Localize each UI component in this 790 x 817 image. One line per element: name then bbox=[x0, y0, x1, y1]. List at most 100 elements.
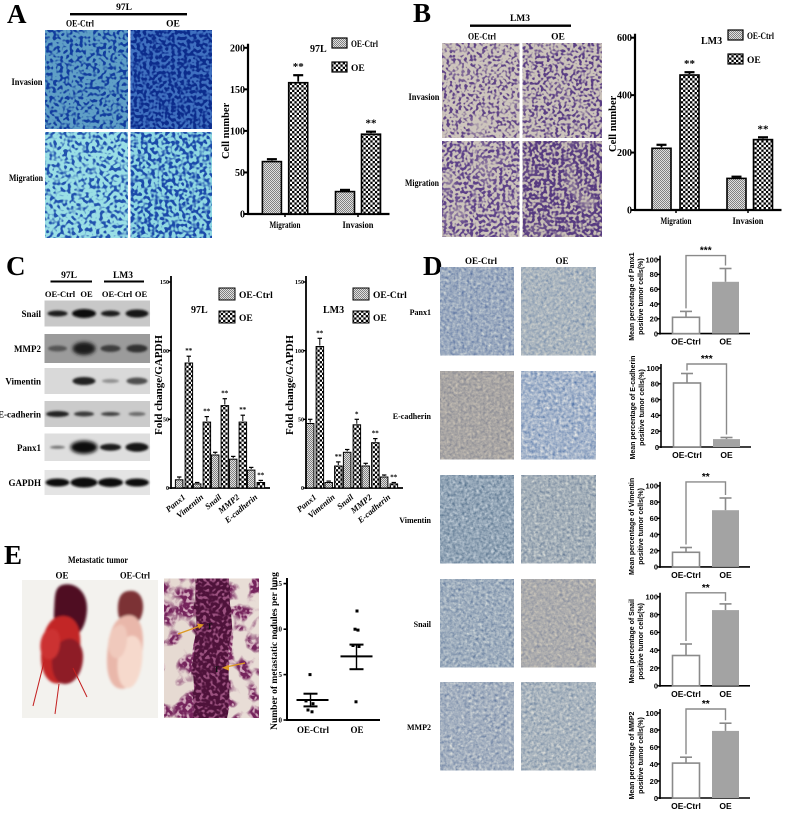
svg-text:50: 50 bbox=[298, 418, 304, 424]
svg-text:40: 40 bbox=[650, 646, 658, 655]
svg-text:Mean percentage of MMP2: Mean percentage of MMP2 bbox=[629, 711, 636, 799]
svg-text:60: 60 bbox=[650, 514, 658, 523]
svg-text:OE-Ctrl: OE-Ctrl bbox=[468, 33, 496, 43]
svg-text:**: ** bbox=[257, 471, 265, 479]
svg-text:40: 40 bbox=[650, 300, 658, 309]
svg-text:C: C bbox=[6, 251, 26, 281]
svg-text:**: ** bbox=[684, 58, 696, 70]
svg-text:**: ** bbox=[335, 453, 343, 461]
svg-text:OE-Ctrl: OE-Ctrl bbox=[102, 289, 133, 299]
svg-text:Mean percentage of Vimentin: Mean percentage of Vimentin bbox=[629, 478, 636, 575]
svg-text:60: 60 bbox=[650, 285, 658, 294]
svg-text:positive tumor cells(%): positive tumor cells(%) bbox=[639, 369, 646, 446]
svg-text:OE: OE bbox=[373, 314, 387, 324]
svg-text:OE: OE bbox=[239, 314, 253, 324]
svg-text:**: ** bbox=[293, 61, 305, 73]
svg-text:Vimentin: Vimentin bbox=[399, 516, 431, 525]
svg-text:150: 150 bbox=[295, 280, 304, 286]
svg-text:Fold change/GAPDH: Fold change/GAPDH bbox=[284, 335, 296, 435]
svg-text:80: 80 bbox=[650, 270, 658, 279]
svg-text:MMP2: MMP2 bbox=[407, 723, 431, 732]
svg-text:positive tumor cells(%): positive tumor cells(%) bbox=[638, 717, 645, 794]
svg-text:20: 20 bbox=[651, 427, 659, 436]
svg-text:OE: OE bbox=[351, 64, 365, 74]
svg-text:OE: OE bbox=[166, 20, 180, 30]
svg-text:E-cadherin: E-cadherin bbox=[0, 410, 41, 420]
svg-text:Invasion: Invasion bbox=[12, 78, 44, 88]
svg-text:Metastatic tumor: Metastatic tumor bbox=[68, 555, 128, 565]
svg-text:OE: OE bbox=[720, 450, 733, 460]
svg-text:100: 100 bbox=[295, 349, 304, 355]
svg-text:OE: OE bbox=[55, 571, 68, 581]
svg-text:OE-Ctrl: OE-Ctrl bbox=[671, 337, 701, 347]
svg-text:OE: OE bbox=[555, 256, 568, 266]
svg-text:0: 0 bbox=[166, 486, 169, 492]
svg-text:Fold change/GAPDH: Fold change/GAPDH bbox=[153, 335, 165, 435]
svg-text:OE-Ctrl: OE-Ctrl bbox=[747, 32, 774, 42]
svg-text:OE-Ctrl: OE-Ctrl bbox=[671, 801, 701, 811]
svg-text:0: 0 bbox=[654, 329, 658, 338]
svg-text:E: E bbox=[4, 540, 22, 570]
svg-text:MMP2: MMP2 bbox=[14, 344, 41, 354]
svg-text:100: 100 bbox=[645, 255, 658, 264]
svg-text:**: ** bbox=[316, 329, 324, 337]
svg-text:100: 100 bbox=[230, 126, 245, 137]
svg-text:0: 0 bbox=[654, 563, 658, 572]
svg-text:100: 100 bbox=[645, 482, 658, 491]
svg-text:60: 60 bbox=[651, 395, 659, 404]
svg-text:OE-Ctrl: OE-Ctrl bbox=[465, 256, 497, 266]
svg-text:Vimentin: Vimentin bbox=[5, 377, 41, 387]
svg-text:100: 100 bbox=[645, 593, 658, 602]
svg-text:LM3: LM3 bbox=[113, 271, 133, 281]
svg-text:5: 5 bbox=[279, 671, 283, 679]
svg-text:OE-Ctrl: OE-Ctrl bbox=[671, 570, 701, 580]
svg-text:**: ** bbox=[390, 474, 398, 482]
svg-text:Migration: Migration bbox=[405, 179, 440, 189]
svg-text:OE: OE bbox=[719, 689, 732, 699]
svg-text:A: A bbox=[7, 0, 27, 29]
svg-text:**: ** bbox=[702, 472, 710, 483]
svg-text:97L: 97L bbox=[61, 271, 77, 281]
svg-text:97L: 97L bbox=[191, 305, 208, 316]
svg-text:positive tumor cells(%): positive tumor cells(%) bbox=[638, 603, 645, 680]
svg-text:600: 600 bbox=[617, 33, 632, 44]
svg-text:97L: 97L bbox=[116, 3, 132, 13]
svg-text:100: 100 bbox=[160, 349, 169, 355]
svg-text:D: D bbox=[423, 251, 443, 281]
svg-text:20: 20 bbox=[650, 777, 658, 786]
svg-text:**: ** bbox=[203, 408, 211, 416]
svg-text:T: T bbox=[207, 622, 213, 631]
svg-text:50: 50 bbox=[163, 418, 169, 424]
svg-text:***: *** bbox=[700, 246, 712, 257]
svg-text:**: ** bbox=[702, 583, 710, 594]
svg-text:0: 0 bbox=[654, 682, 658, 691]
svg-text:Mean percentage of E-cadherin: Mean percentage of E-cadherin bbox=[630, 356, 637, 460]
svg-text:Cell number: Cell number bbox=[608, 95, 619, 152]
svg-text:40: 40 bbox=[650, 760, 658, 769]
svg-text:*: * bbox=[355, 410, 359, 418]
svg-text:GAPDH: GAPDH bbox=[9, 478, 42, 488]
svg-text:positive tumor cells(%): positive tumor cells(%) bbox=[638, 488, 645, 565]
svg-text:Migration: Migration bbox=[9, 174, 44, 184]
svg-text:OE-Ctrl: OE-Ctrl bbox=[671, 689, 701, 699]
svg-text:**: ** bbox=[702, 699, 710, 710]
svg-text:Migration: Migration bbox=[270, 221, 302, 231]
svg-text:Panx1: Panx1 bbox=[410, 308, 431, 317]
svg-text:positive tumor cells(%): positive tumor cells(%) bbox=[638, 258, 645, 335]
svg-text:Snail: Snail bbox=[414, 620, 432, 629]
svg-text:Migration: Migration bbox=[661, 217, 693, 227]
svg-text:200: 200 bbox=[617, 148, 632, 159]
svg-text:OE: OE bbox=[719, 337, 732, 347]
svg-text:OE: OE bbox=[719, 801, 732, 811]
svg-text:**: ** bbox=[185, 347, 193, 355]
svg-text:0: 0 bbox=[301, 486, 304, 492]
svg-text:Mean percentage of Snail: Mean percentage of Snail bbox=[629, 599, 636, 683]
svg-text:**: ** bbox=[221, 390, 229, 398]
svg-text:80: 80 bbox=[650, 726, 658, 735]
svg-text:60: 60 bbox=[650, 743, 658, 752]
svg-text:80: 80 bbox=[650, 498, 658, 507]
svg-text:60: 60 bbox=[650, 628, 658, 637]
svg-text:80: 80 bbox=[651, 380, 659, 389]
svg-text:Invasion: Invasion bbox=[343, 221, 375, 231]
svg-text:Invasion: Invasion bbox=[733, 217, 765, 227]
